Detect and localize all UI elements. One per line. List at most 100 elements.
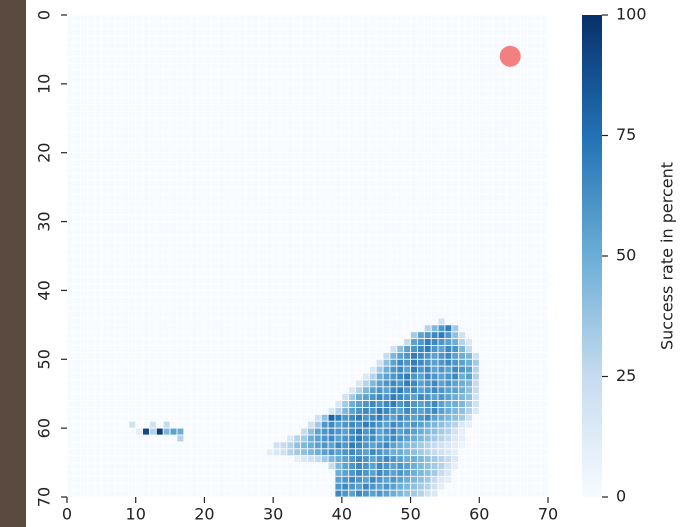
heatmap-cell (459, 366, 466, 373)
heatmap-cell (411, 352, 418, 359)
y-tick-label: 70 (35, 487, 54, 507)
heatmap-cell (273, 442, 280, 449)
heatmap-cell (411, 366, 418, 373)
heatmap-cell (356, 380, 363, 387)
heatmap-cell (314, 456, 321, 463)
heatmap-cell (301, 435, 308, 442)
heatmap-cell (356, 483, 363, 490)
heatmap-cell (308, 449, 315, 456)
heatmap-cell (417, 421, 424, 428)
x-tick-label: 50 (400, 505, 420, 524)
heatmap-cell (452, 449, 459, 456)
colorbar-tick-label: 50 (616, 246, 636, 265)
heatmap-cell (404, 394, 411, 401)
heatmap-cell (404, 352, 411, 359)
x-tick-label: 30 (263, 505, 283, 524)
heatmap-cell (424, 339, 431, 346)
heatmap-cell (328, 449, 335, 456)
heatmap-cell (390, 366, 397, 373)
heatmap-cell (438, 449, 445, 456)
heatmap-cell (321, 449, 328, 456)
heatmap-cell (328, 463, 335, 470)
heatmap-cell (349, 456, 356, 463)
heatmap-cell (335, 469, 342, 476)
heatmap-cell (362, 490, 369, 497)
heatmap-cell (294, 456, 301, 463)
heatmap-cell (411, 387, 418, 394)
heatmap-cell (452, 387, 459, 394)
heatmap-cell (417, 380, 424, 387)
chart: Success rate in percent 0102030405060700… (0, 0, 697, 527)
heatmap-cell (445, 332, 452, 339)
heatmap-cell (383, 414, 390, 421)
heatmap-cell (438, 373, 445, 380)
heatmap-cell (452, 332, 459, 339)
heatmap-cell (342, 428, 349, 435)
heatmap-cell (342, 456, 349, 463)
y-tick-label: 40 (35, 280, 54, 300)
heatmap-cell (369, 483, 376, 490)
heatmap-cell (376, 463, 383, 470)
heatmap-cell (431, 407, 438, 414)
heatmap-cell (431, 428, 438, 435)
heatmap-cell (445, 380, 452, 387)
heatmap-cell (459, 414, 466, 421)
heatmap-cell (369, 401, 376, 408)
heatmap-cell (328, 456, 335, 463)
heatmap-cell (424, 490, 431, 497)
heatmap-cell (417, 352, 424, 359)
heatmap-cell (397, 352, 404, 359)
heatmap-cell (452, 456, 459, 463)
heatmap-cell (362, 401, 369, 408)
heatmap-cell (342, 476, 349, 483)
heatmap-cell (411, 401, 418, 408)
heatmap-cell (383, 469, 390, 476)
heatmap-cell (424, 456, 431, 463)
heatmap-cell (349, 435, 356, 442)
y-tick-label: 30 (35, 211, 54, 231)
heatmap-cell (431, 456, 438, 463)
heatmap-cell (445, 339, 452, 346)
heatmap-cell (459, 401, 466, 408)
heatmap-cell (369, 394, 376, 401)
heatmap-cell (390, 414, 397, 421)
heatmap-cell (383, 435, 390, 442)
heatmap-cell (383, 407, 390, 414)
heatmap-cell (376, 380, 383, 387)
heatmap-cell (342, 407, 349, 414)
heatmap-cell (397, 428, 404, 435)
heatmap-cell (314, 442, 321, 449)
heatmap-cell (397, 469, 404, 476)
heatmap-cell (445, 352, 452, 359)
heatmap-cell (397, 449, 404, 456)
heatmap-cell (308, 456, 315, 463)
heatmap-cell (397, 435, 404, 442)
heatmap-cell (383, 387, 390, 394)
heatmap-cell (424, 449, 431, 456)
heatmap-cell (431, 476, 438, 483)
heatmap-cell (445, 421, 452, 428)
heatmap-cell (362, 483, 369, 490)
heatmap-cell (424, 483, 431, 490)
heatmap-cell (452, 352, 459, 359)
heatmap-cell (314, 449, 321, 456)
heatmap-cell (404, 421, 411, 428)
heatmap-cell (411, 490, 418, 497)
heatmap-cell (438, 359, 445, 366)
heatmap-cell (342, 469, 349, 476)
heatmap-cell (390, 449, 397, 456)
heatmap-cell (438, 352, 445, 359)
heatmap-cell (349, 401, 356, 408)
heatmap-cell (369, 469, 376, 476)
heatmap-cell (411, 428, 418, 435)
heatmap-cell (376, 469, 383, 476)
heatmap-cell (335, 483, 342, 490)
heatmap-cell (369, 366, 376, 373)
heatmap-cell (335, 490, 342, 497)
heatmap-cell (376, 414, 383, 421)
heatmap-cell (397, 463, 404, 470)
heatmap-cell (308, 421, 315, 428)
heatmap-cell (417, 366, 424, 373)
heatmap-cell (383, 463, 390, 470)
heatmap-cell (321, 414, 328, 421)
